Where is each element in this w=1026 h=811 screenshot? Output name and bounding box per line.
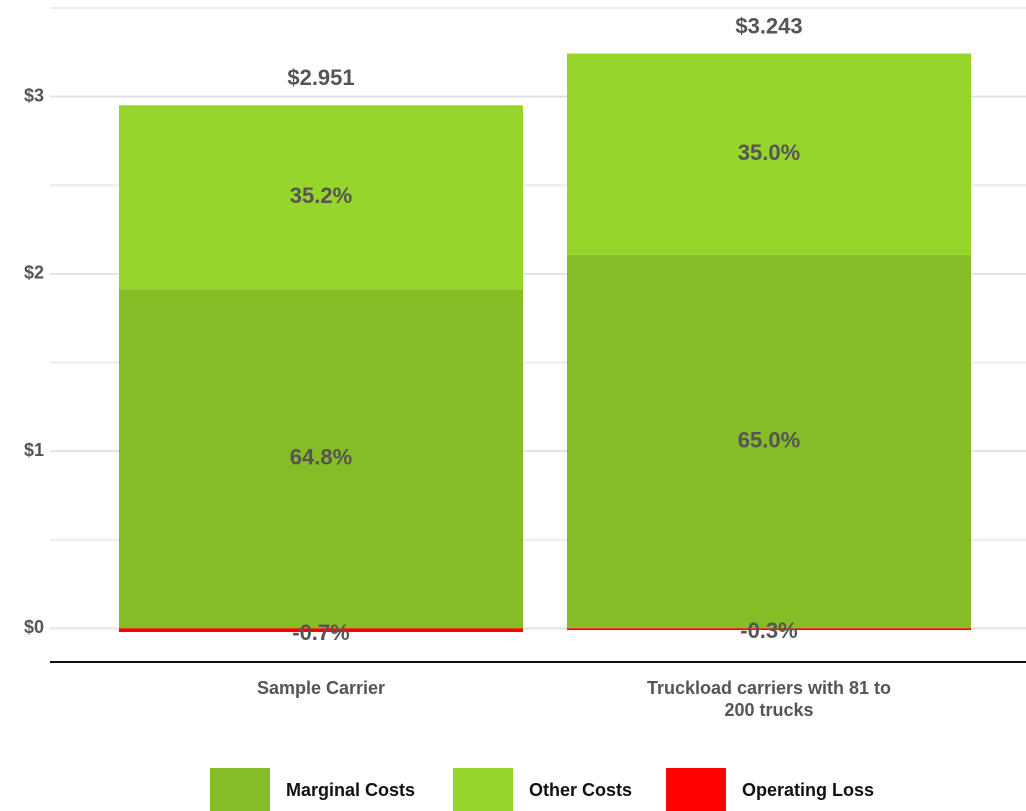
bar-segment (567, 254, 971, 629)
bar-segment (567, 53, 971, 255)
x-tick-label: Truckload carriers with 81 to 200 trucks (646, 678, 892, 720)
segment-label: 35.2% (290, 183, 352, 208)
total-label: $2.951 (287, 65, 354, 90)
y-tick-label: $2 (24, 263, 44, 283)
legend-label: Other Costs (529, 780, 632, 800)
legend-swatch (453, 768, 513, 811)
x-tick-label: Sample Carrier (256, 678, 386, 698)
y-tick-label: $1 (24, 440, 44, 460)
bar-segment (119, 628, 523, 632)
bar-segment (119, 289, 523, 629)
y-tick-label: $0 (24, 617, 44, 637)
segment-label: -0.3% (740, 618, 797, 643)
segment-label: 65.0% (738, 427, 800, 452)
y-tick-label: $3 (24, 85, 44, 105)
legend-label: Operating Loss (742, 780, 874, 800)
segment-label: 35.0% (738, 140, 800, 165)
legend-swatch (210, 768, 270, 811)
total-label: $3.243 (735, 13, 802, 38)
bar-segment (119, 105, 523, 290)
legend-label: Marginal Costs (286, 780, 415, 800)
segment-label: -0.7% (292, 620, 349, 645)
legend-swatch (666, 768, 726, 811)
segment-label: 64.8% (290, 445, 352, 470)
bar-segment (567, 628, 971, 631)
